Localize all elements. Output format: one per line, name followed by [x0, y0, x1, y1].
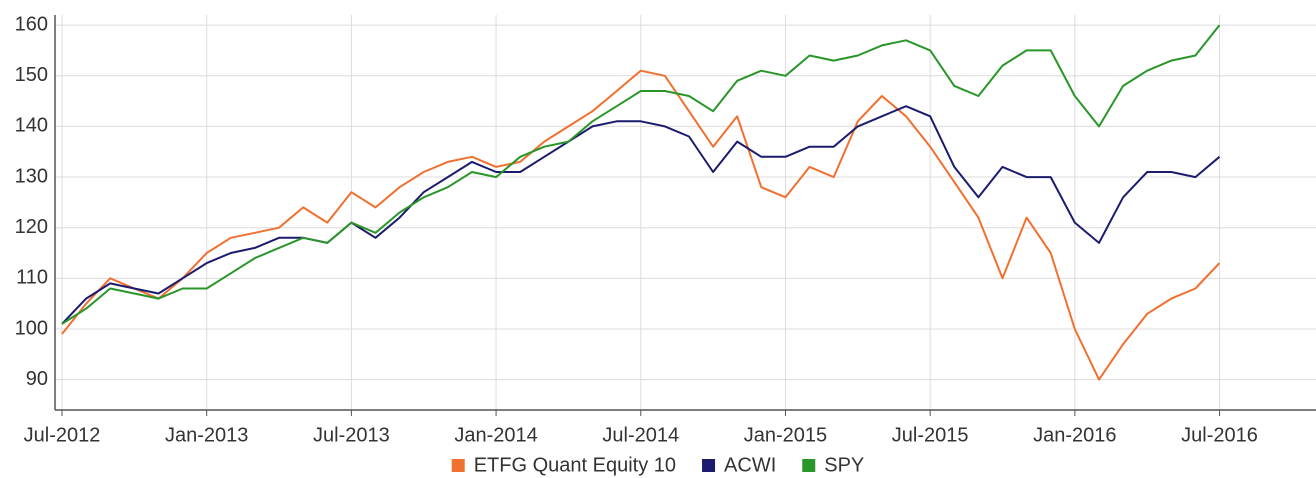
x-tick-label: Jan-2014 [454, 424, 537, 446]
x-tick-label: Jan-2016 [1033, 424, 1116, 446]
x-tick-label: Jul-2012 [24, 424, 101, 446]
x-tick-label: Jan-2015 [744, 424, 827, 446]
legend-label: ACWI [724, 454, 776, 476]
x-tick-label: Jan-2013 [165, 424, 248, 446]
y-tick-label: 130 [15, 165, 48, 187]
y-tick-label: 140 [15, 115, 48, 137]
series-line [61, 24, 1221, 325]
x-tick-label: Jul-2014 [602, 424, 679, 446]
y-tick-label: 160 [15, 13, 48, 35]
legend-label: SPY [824, 454, 864, 476]
x-tick-label: Jul-2013 [313, 424, 390, 446]
y-tick-label: 100 [15, 317, 48, 339]
legend-swatch [451, 459, 465, 472]
series-line [61, 105, 1221, 325]
legend-swatch [802, 459, 816, 472]
legend-swatch [702, 459, 716, 472]
y-tick-label: 150 [15, 64, 48, 86]
y-tick-label: 90 [26, 368, 48, 390]
series-line [61, 69, 1221, 381]
legend-label: ETFG Quant Equity 10 [474, 454, 676, 476]
x-tick-label: Jul-2016 [1181, 424, 1258, 446]
y-tick-label: 120 [15, 216, 48, 238]
x-tick-label: Jul-2015 [892, 424, 969, 446]
y-tick-label: 110 [16, 267, 48, 289]
